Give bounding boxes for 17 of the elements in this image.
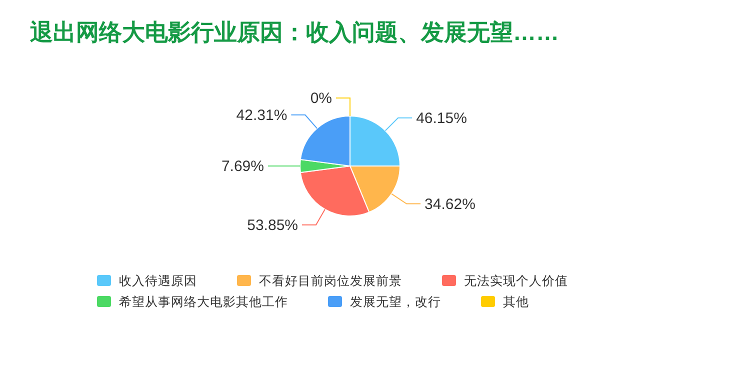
text: 0% [310, 90, 332, 107]
pie-slice [350, 165, 400, 213]
legend-label: 不看好目前岗位发展前景 [259, 274, 402, 288]
pie-slice [300, 116, 350, 166]
legend-label: 希望从事网络大电影其他工作 [119, 295, 288, 309]
chart-title: 退出网络大电影行业原因：收入问题、发展无望…… [29, 19, 559, 45]
legend-label: 无法实现个人价值 [464, 274, 568, 288]
data-label: 53.85% [247, 216, 298, 234]
data-label: 7.69% [221, 158, 264, 175]
legend-label: 收入待遇原因 [119, 274, 197, 288]
legend-label: 发展无望，改行 [350, 295, 441, 309]
data-label: 34.62% [424, 196, 476, 213]
data-label: 46.15% [416, 110, 467, 127]
legend-label: 其他 [503, 295, 529, 309]
data-label: 42.31% [236, 106, 288, 124]
pie-slice [350, 116, 400, 166]
pie-slice [300, 166, 370, 216]
